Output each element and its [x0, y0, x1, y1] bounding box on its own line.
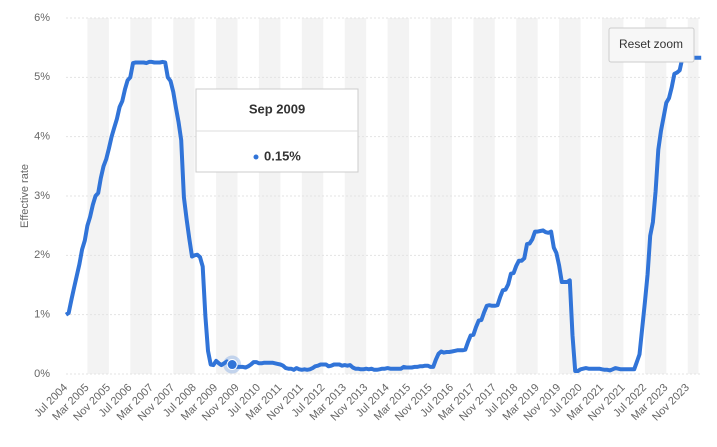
- band: [559, 18, 581, 374]
- tooltip-bullet: [253, 154, 259, 160]
- y-tick-label: 5%: [34, 71, 50, 83]
- y-axis-label: Effective rate: [19, 164, 31, 228]
- band: [130, 18, 152, 374]
- band: [602, 18, 624, 374]
- y-tick-label: 0%: [34, 368, 50, 380]
- y-tick-label: 1%: [34, 309, 50, 321]
- tooltip-title: Sep 2009: [249, 101, 305, 116]
- line-series: [64, 55, 702, 373]
- y-tick-label: 3%: [34, 190, 50, 202]
- button-label[interactable]: Reset zoom: [619, 37, 683, 51]
- tooltip-value: 0.15%: [264, 148, 301, 163]
- y-tick-label: 4%: [34, 131, 50, 143]
- band: [473, 18, 495, 374]
- button-box[interactable]: [608, 27, 695, 63]
- y-tick-label: 2%: [34, 249, 50, 261]
- band: [430, 18, 452, 374]
- plot: [64, 55, 702, 374]
- tooltip: Sep 2009 0.15%: [195, 88, 359, 173]
- hover-point: [226, 359, 238, 371]
- reset-zoom-button[interactable]: Reset zoom: [608, 27, 695, 63]
- y-tick-label: 6%: [34, 12, 50, 24]
- band: [301, 18, 324, 374]
- band: [687, 18, 699, 374]
